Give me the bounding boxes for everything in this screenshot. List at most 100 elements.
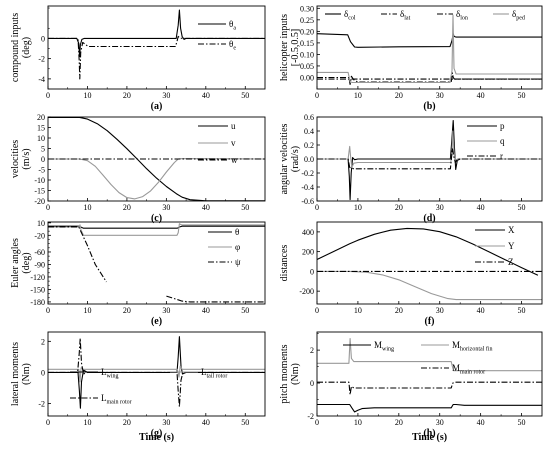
legend: θa θe xyxy=(198,19,236,52)
y-tick-label: -90 xyxy=(34,260,45,269)
x-tick-label: 50 xyxy=(241,418,249,427)
y-axis-label: pitch moments xyxy=(279,344,290,403)
legend-label: q xyxy=(500,136,505,146)
y-axis-label: helicopter inputs xyxy=(279,14,290,81)
x-tick-label: 30 xyxy=(162,91,170,100)
legend-label: Mhorizontal fin xyxy=(452,340,493,353)
x-tick-label: 50 xyxy=(241,203,249,212)
y-axis-label: compound inputs xyxy=(10,13,21,82)
legend: XYZ xyxy=(475,225,515,267)
legend-label: u xyxy=(231,121,236,131)
legend-label: δped xyxy=(512,9,525,22)
series-group xyxy=(317,14,542,85)
y-tick-label: 0.10 xyxy=(300,50,314,59)
y-tick-label: -180 xyxy=(30,298,45,307)
plot-frame xyxy=(47,221,266,305)
series-line-0 xyxy=(317,119,542,201)
legend-label: Mmain rotor xyxy=(452,363,485,376)
x-tick-label: 0 xyxy=(315,418,319,427)
y-tick-label: 0.15 xyxy=(300,39,314,48)
x-tick-label: 10 xyxy=(83,306,91,315)
legend-label: θ xyxy=(235,227,239,237)
x-tick-label: 10 xyxy=(354,306,362,315)
panel-label: (d) xyxy=(423,213,435,224)
legend: θφψ xyxy=(208,227,241,267)
legend: pqr xyxy=(467,121,505,161)
plot-frame xyxy=(316,331,543,417)
x-axis-label-0: Time (s) xyxy=(139,432,174,443)
y-tick-label: -150 xyxy=(30,285,45,294)
x-tick-label: 50 xyxy=(241,306,249,315)
plot-frame xyxy=(316,5,543,90)
plot-frame xyxy=(47,5,266,90)
y-tick-label: 0.20 xyxy=(300,27,314,36)
y-axis-label: lateral moments xyxy=(10,342,21,406)
series-line-1 xyxy=(317,338,542,372)
series-group xyxy=(317,119,542,201)
y-tick-label: 0.25 xyxy=(300,16,314,25)
legend-label: Lwing xyxy=(101,367,119,380)
x-tick-label: 50 xyxy=(518,306,526,315)
y-axis-unit: (Nm) xyxy=(21,363,32,385)
x-tick-label: 0 xyxy=(46,91,50,100)
x-tick-label: 10 xyxy=(83,203,91,212)
y-tick-label: 15 xyxy=(37,124,45,133)
x-tick-label: 40 xyxy=(202,418,210,427)
legend-label: p xyxy=(500,121,505,131)
legend-label: δcol xyxy=(344,9,356,22)
x-tick-label: 0 xyxy=(315,306,319,315)
x-tick-label: 30 xyxy=(436,203,444,212)
panel-label: (e) xyxy=(151,316,162,327)
x-tick-label: 20 xyxy=(395,203,403,212)
panel-c: 0 10 20 30 40 5020151050-5-10-15-20velocities… xyxy=(10,113,266,224)
y-tick-label: 2 xyxy=(310,346,314,355)
y-tick-label: 0 xyxy=(41,155,45,164)
series-line-3 xyxy=(166,295,265,303)
y-tick-label: -60 xyxy=(34,248,45,257)
y-tick-label: 0 xyxy=(310,267,314,276)
x-tick-label: 10 xyxy=(354,91,362,100)
y-tick-label: 0.0 xyxy=(304,155,314,164)
x-tick-label: 30 xyxy=(162,418,170,427)
x-tick-label: 30 xyxy=(436,306,444,315)
y-tick-label: -2 xyxy=(307,412,314,421)
legend-label: Z xyxy=(508,257,514,267)
legend: Mwing Mhorizontal fin Mmain rotor xyxy=(343,340,493,376)
y-tick-label: 0.30 xyxy=(300,4,314,13)
panel-d: 0 10 20 30 40 50 0.6 0.4 0.2 0.0 -0.2 -0.4 -0.6 angul… xyxy=(279,113,543,224)
y-tick-label: -5 xyxy=(38,166,45,175)
x-tick-label: 50 xyxy=(518,91,526,100)
x-tick-label: 20 xyxy=(123,203,131,212)
x-tick-label: 40 xyxy=(202,203,210,212)
y-tick-label: -120 xyxy=(30,273,45,282)
x-tick-label: 40 xyxy=(477,203,485,212)
y-axis-unit: (deg) xyxy=(21,37,32,58)
x-tick-label: 40 xyxy=(477,306,485,315)
y-tick-label: 200 xyxy=(302,248,314,257)
x-tick-label: 0 xyxy=(315,91,319,100)
y-tick-label: 0.2 xyxy=(304,141,314,150)
plot-frame xyxy=(47,331,266,417)
y-tick-label: 10 xyxy=(37,134,45,143)
y-axis-label: angular velocities xyxy=(279,123,290,194)
x-tick-label: 10 xyxy=(354,203,362,212)
y-tick-label: -15 xyxy=(34,187,45,196)
x-tick-label: 20 xyxy=(395,91,403,100)
series-line-0 xyxy=(317,403,542,413)
panel-label: (f) xyxy=(425,316,435,327)
series-line-0 xyxy=(48,117,265,201)
y-tick-label: 0.05 xyxy=(300,62,314,71)
x-tick-label: 40 xyxy=(202,91,210,100)
y-tick-label: 400 xyxy=(302,228,314,237)
x-tick-label: 0 xyxy=(46,306,50,315)
y-axis-unit: [-0.5,0.5] xyxy=(290,29,301,67)
series-group xyxy=(317,338,542,413)
series-line-1 xyxy=(317,130,542,168)
panel-f: 0 10 20 30 40 50 400 200 0 -200 distances (f) XYZ xyxy=(279,221,543,327)
legend-label: X xyxy=(508,225,515,235)
y-tick-label: -4 xyxy=(38,75,45,84)
series-line-0 xyxy=(48,336,265,409)
series-line-2 xyxy=(48,226,107,283)
